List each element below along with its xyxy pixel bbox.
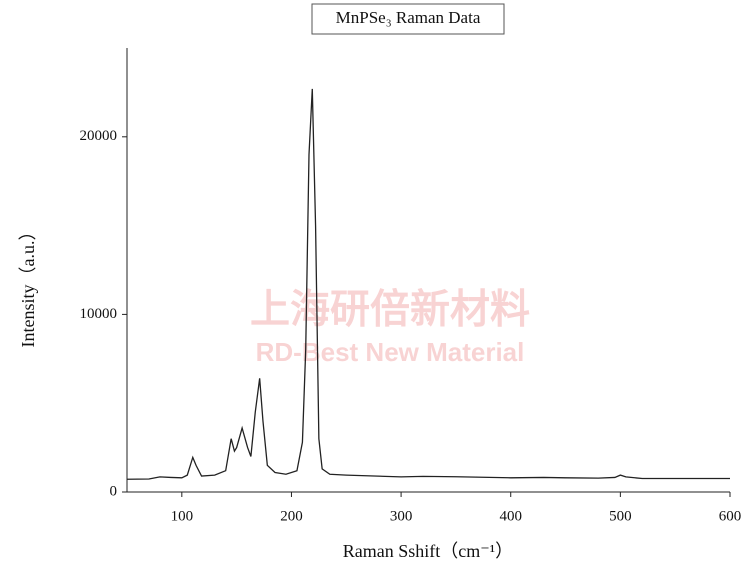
y-axis-label: Intensity（a.u.） [18, 223, 38, 348]
x-tick-label: 500 [609, 508, 632, 524]
x-tick-label: 200 [280, 508, 303, 524]
x-tick-label: 300 [390, 508, 413, 524]
y-tick-label: 0 [110, 483, 118, 499]
watermark: RD-Best New Material [256, 337, 525, 367]
spectrum-line [126, 88, 730, 480]
x-axis-label: Raman Sshift（cm⁻¹） [343, 541, 513, 561]
x-tick-label: 600 [719, 508, 742, 524]
y-tick-label: 10000 [80, 306, 118, 322]
title-box [311, 3, 505, 35]
y-tick-label: 20000 [80, 128, 118, 144]
chart-title: MnPSe₃ Raman Data [336, 8, 481, 27]
watermark: 上海研倍新材料 [250, 288, 530, 332]
x-tick-label: 400 [499, 508, 522, 524]
x-tick-label: 100 [171, 508, 194, 524]
